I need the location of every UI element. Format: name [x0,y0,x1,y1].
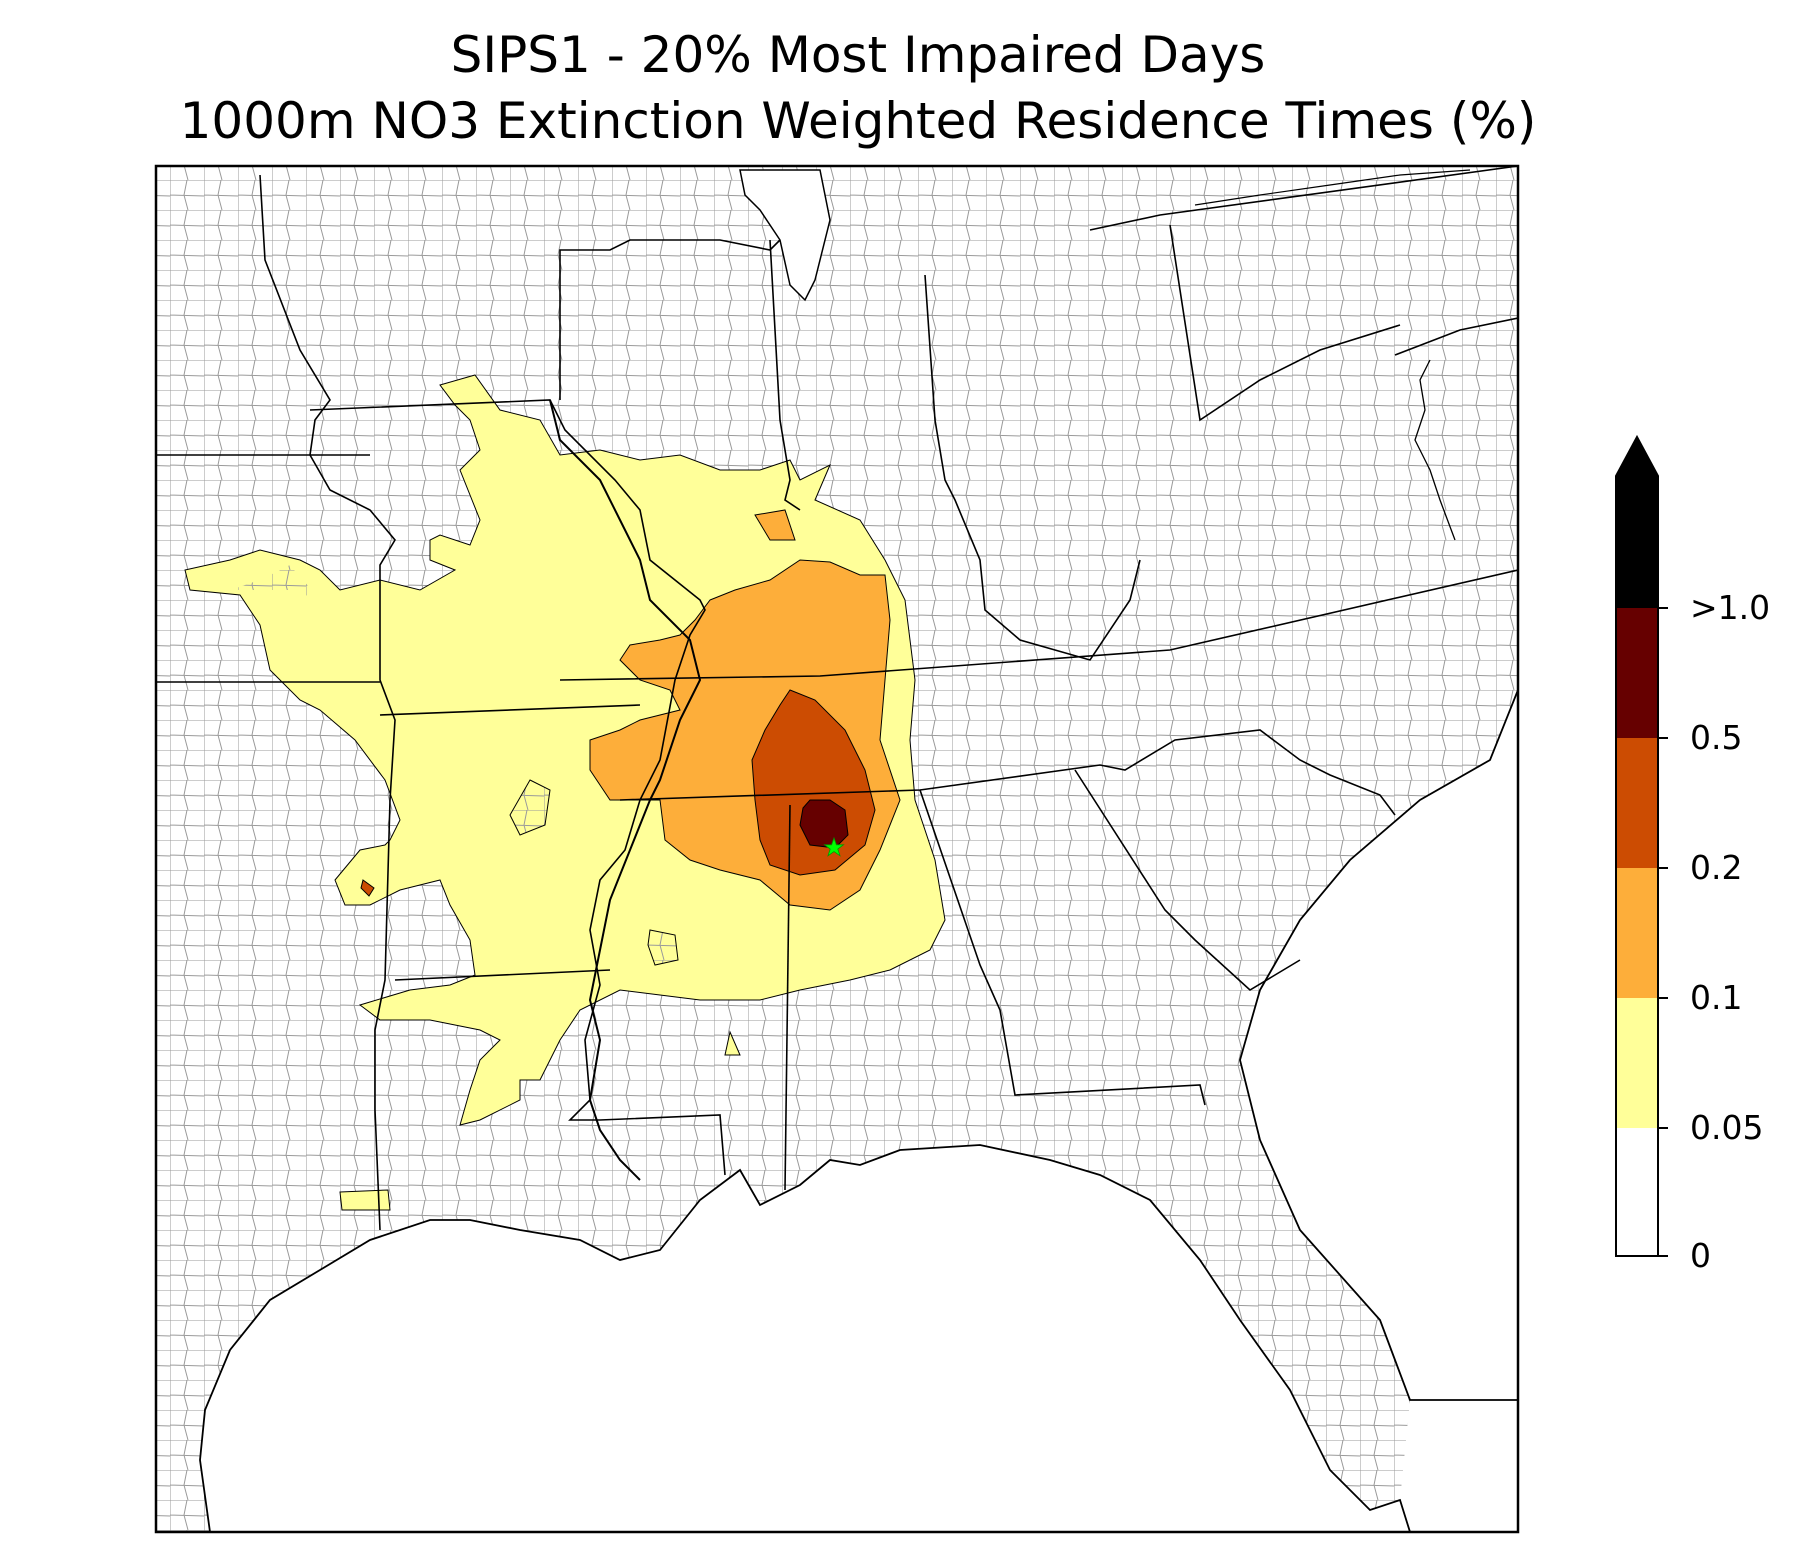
map-title-line1: SIPS1 - 20% Most Impaired Days [450,26,1266,84]
contour-hole [230,565,320,600]
contour-0-05-to-0-1 [184,374,946,1211]
great-lakes-shore [1194,169,1471,206]
colorbar-tick-label: 0.2 [1690,848,1743,887]
gulf-of-mexico [199,1144,1411,1532]
state-boundaries [156,166,1518,1231]
site-star-marker [823,836,845,857]
map-title-line2: 1000m NO3 Extinction Weighted Residence … [179,92,1537,150]
map-frame [154,164,1520,1534]
colorbar-outline [1615,434,1659,1257]
colorbar-tick-label: >1.0 [1690,588,1771,627]
colorbar [1615,434,1668,1257]
colorbar-tick-label: 0.5 [1690,718,1743,757]
lake-michigan [739,169,831,302]
colorbar-tick-label: 0 [1690,1236,1711,1275]
contour-hole [509,779,551,836]
chesapeake-bay [1414,359,1456,541]
colorbar-tick-label: 0.1 [1690,978,1743,1017]
colorbar-tick-label: 0.05 [1690,1108,1764,1147]
atlantic-ocean [1239,689,1518,1401]
mississippi-river [549,399,702,1181]
contour-hole [647,929,679,966]
